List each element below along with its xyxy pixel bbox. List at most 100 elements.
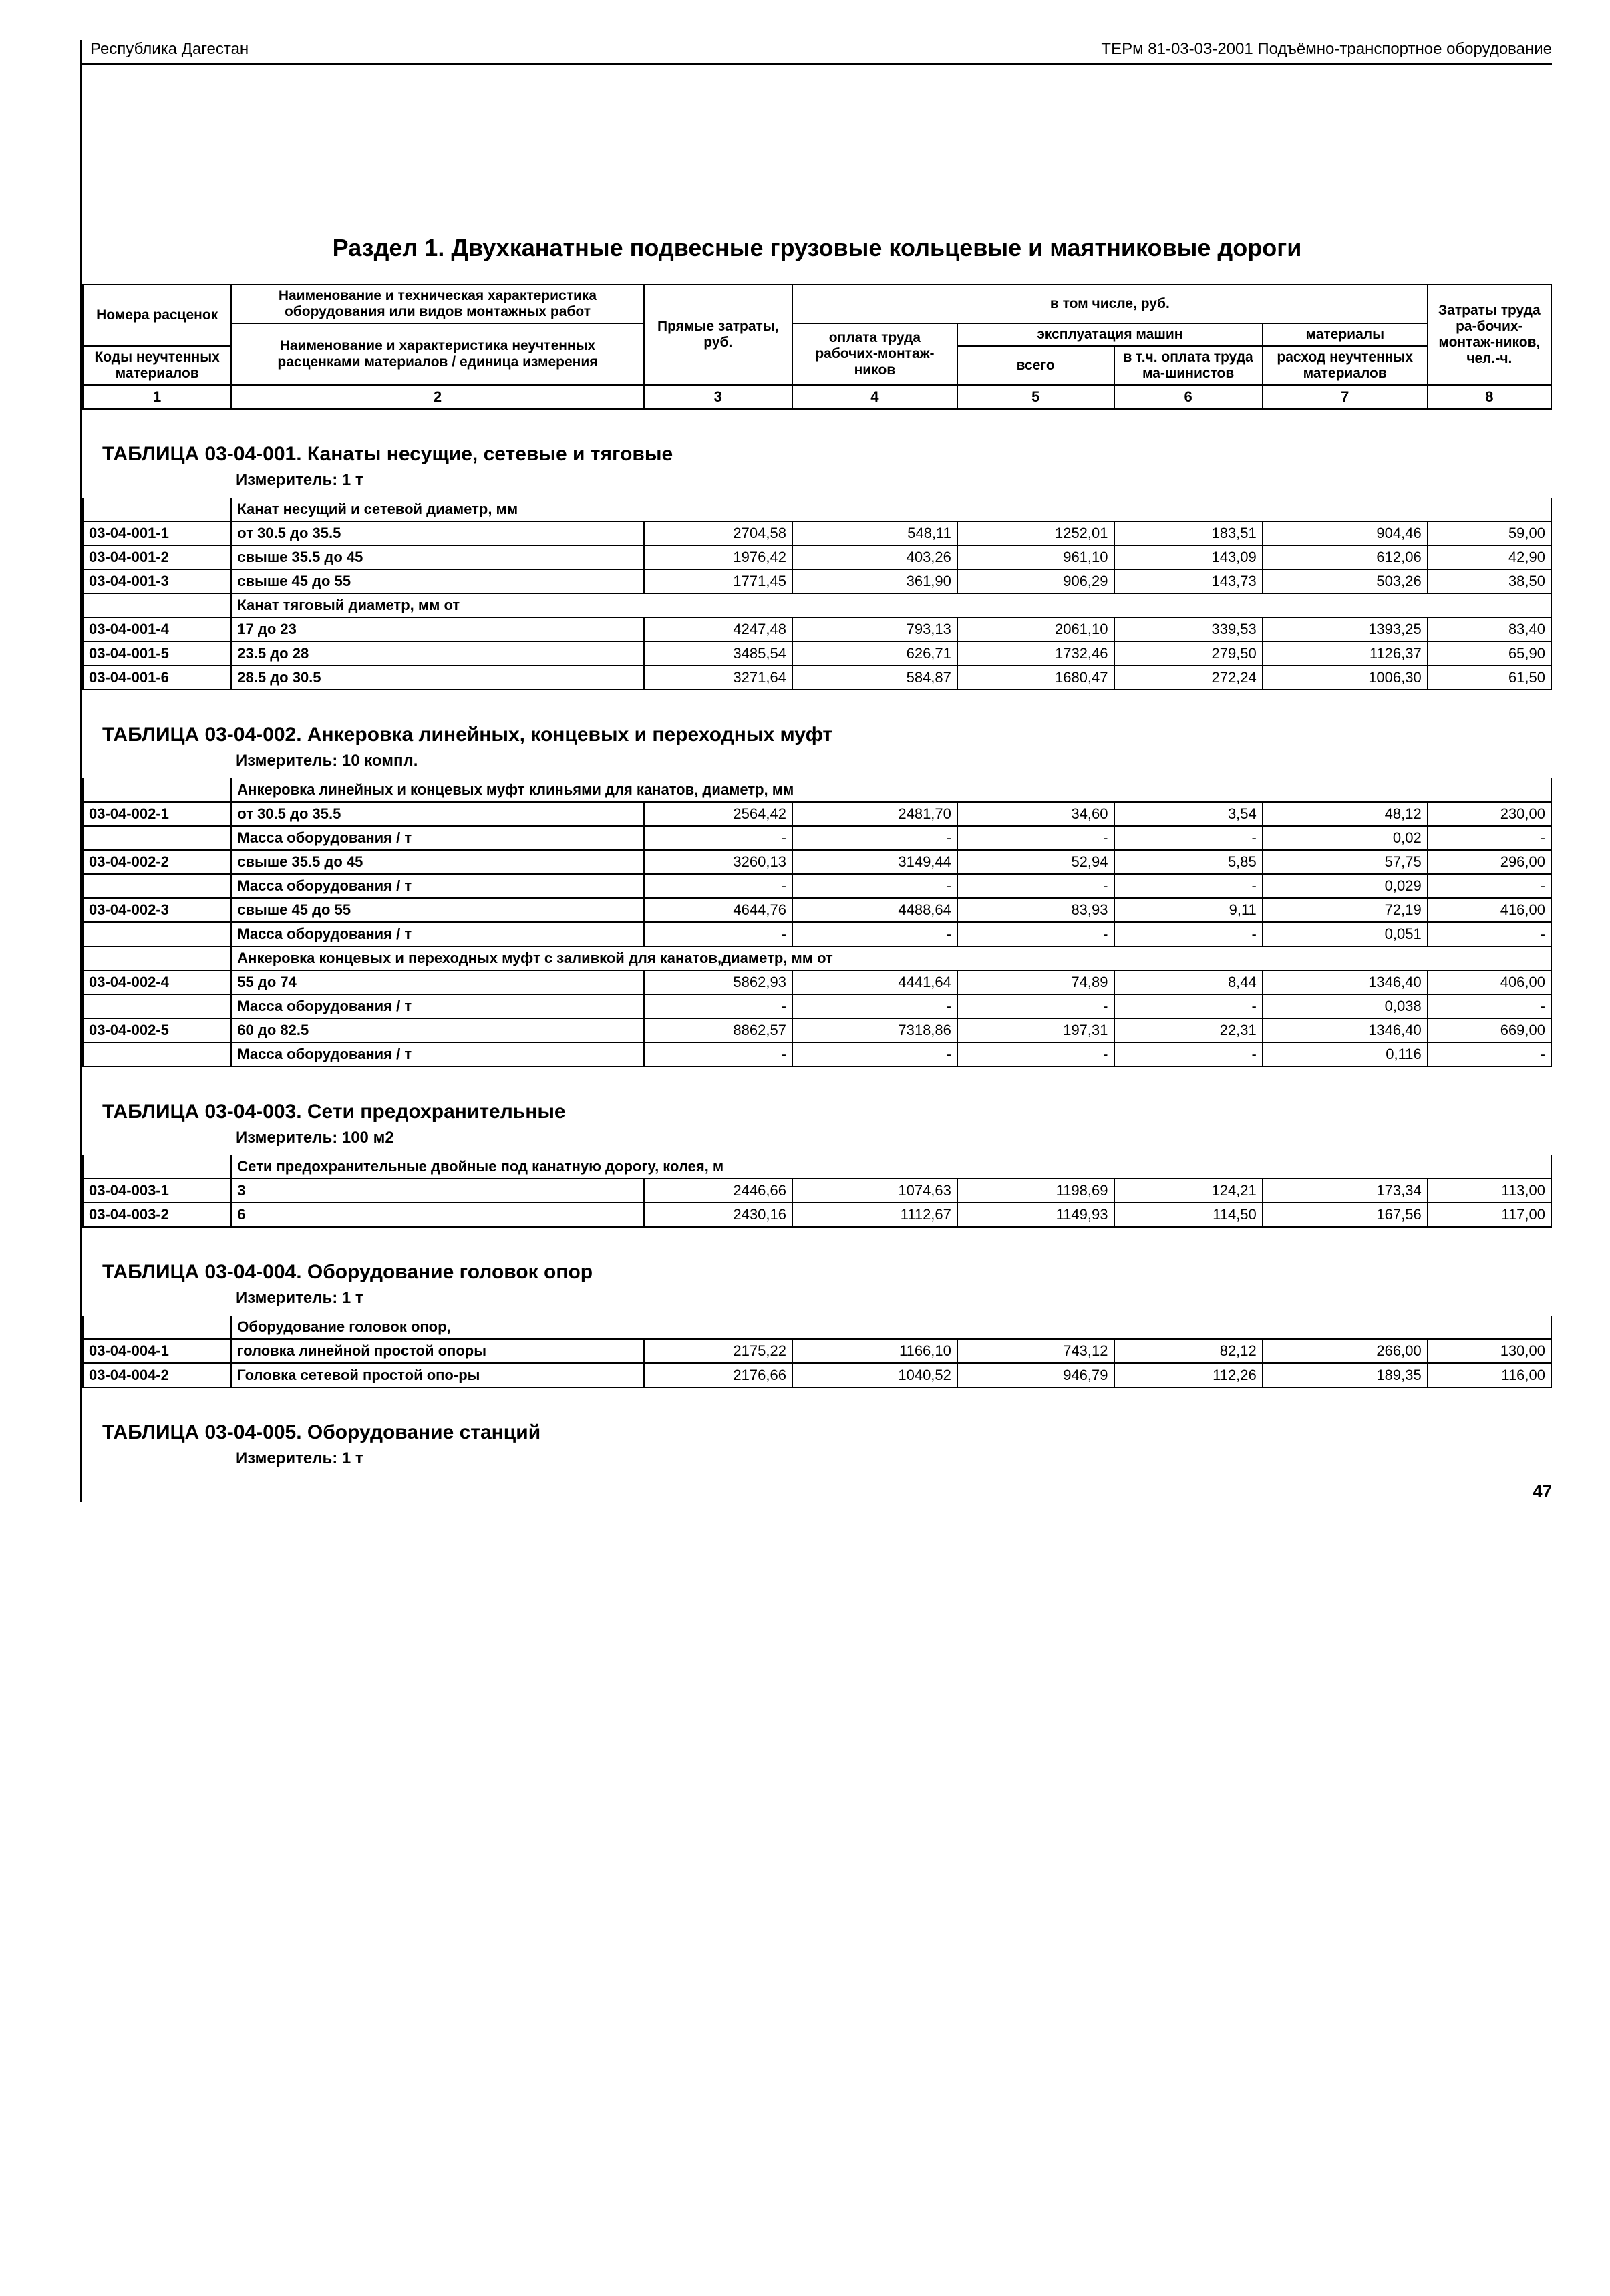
value-cell: - bbox=[1114, 874, 1263, 898]
table4-measure: Измеритель: 1 т bbox=[236, 1289, 1552, 1308]
table-row: 03-04-004-2Головка сетевой простой опо-р… bbox=[83, 1363, 1551, 1387]
table4: Оборудование головок опор, 03-04-004-1го… bbox=[82, 1316, 1552, 1388]
table-row: Масса оборудования / т----0,02- bbox=[83, 826, 1551, 850]
value-cell: - bbox=[1428, 1042, 1551, 1066]
value-cell: 3485,54 bbox=[644, 641, 792, 666]
t4-g1: Оборудование головок опор, bbox=[231, 1316, 1551, 1339]
value-cell: 74,89 bbox=[957, 970, 1114, 994]
value-cell: - bbox=[644, 922, 792, 946]
value-cell: 612,06 bbox=[1263, 545, 1428, 569]
value-cell: 793,13 bbox=[792, 617, 957, 641]
value-cell: 1680,47 bbox=[957, 666, 1114, 690]
value-cell: 1040,52 bbox=[792, 1363, 957, 1387]
value-cell: 112,26 bbox=[1114, 1363, 1263, 1387]
code-cell: 03-04-001-1 bbox=[83, 521, 231, 545]
value-cell: 3271,64 bbox=[644, 666, 792, 690]
value-cell: 904,46 bbox=[1263, 521, 1428, 545]
running-header: Республика Дагестан ТЕРм 81-03-03-2001 П… bbox=[82, 40, 1552, 65]
value-cell: 4644,76 bbox=[644, 898, 792, 922]
table-row: 03-04-004-1головка линейной простой опор… bbox=[83, 1339, 1551, 1363]
desc-cell: свыше 45 до 55 bbox=[231, 898, 643, 922]
code-cell bbox=[83, 994, 231, 1018]
value-cell: 1252,01 bbox=[957, 521, 1114, 545]
value-cell: 2061,10 bbox=[957, 617, 1114, 641]
table-row: 03-04-002-2свыше 35.5 до 453260,133149,4… bbox=[83, 850, 1551, 874]
value-cell: 946,79 bbox=[957, 1363, 1114, 1387]
value-cell: 197,31 bbox=[957, 1018, 1114, 1042]
desc-cell: от 30.5 до 35.5 bbox=[231, 802, 643, 826]
value-cell: - bbox=[792, 826, 957, 850]
value-cell: 173,34 bbox=[1263, 1179, 1428, 1203]
value-cell: - bbox=[792, 922, 957, 946]
value-cell: 0,116 bbox=[1263, 1042, 1428, 1066]
value-cell: 2176,66 bbox=[644, 1363, 792, 1387]
value-cell: 59,00 bbox=[1428, 521, 1551, 545]
value-cell: 4247,48 bbox=[644, 617, 792, 641]
value-cell: - bbox=[792, 1042, 957, 1066]
value-cell: 167,56 bbox=[1263, 1203, 1428, 1227]
table-row: Масса оборудования / т----0,051- bbox=[83, 922, 1551, 946]
desc-cell: Масса оборудования / т bbox=[231, 922, 643, 946]
table3-title: ТАБЛИЦА 03-04-003. Сети предохранительны… bbox=[102, 1101, 1552, 1123]
desc-cell: 17 до 23 bbox=[231, 617, 643, 641]
value-cell: 4488,64 bbox=[792, 898, 957, 922]
code-cell: 03-04-004-2 bbox=[83, 1363, 231, 1387]
table5-title: ТАБЛИЦА 03-04-005. Оборудование станций bbox=[102, 1421, 1552, 1444]
hdr-col6: в т.ч. оплата труда ма-шинистов bbox=[1114, 346, 1263, 385]
table3-measure: Измеритель: 100 м2 bbox=[236, 1129, 1552, 1147]
value-cell: 266,00 bbox=[1263, 1339, 1428, 1363]
value-cell: 42,90 bbox=[1428, 545, 1551, 569]
value-cell: - bbox=[1114, 826, 1263, 850]
code-cell: 03-04-001-5 bbox=[83, 641, 231, 666]
value-cell: 65,90 bbox=[1428, 641, 1551, 666]
code-cell bbox=[83, 1042, 231, 1066]
value-cell: 5,85 bbox=[1114, 850, 1263, 874]
t3-g1: Сети предохранительные двойные под канат… bbox=[231, 1155, 1551, 1179]
value-cell: 34,60 bbox=[957, 802, 1114, 826]
value-cell: 961,10 bbox=[957, 545, 1114, 569]
value-cell: 1346,40 bbox=[1263, 1018, 1428, 1042]
table-row: 03-04-001-2свыше 35.5 до 451976,42403,26… bbox=[83, 545, 1551, 569]
value-cell: 361,90 bbox=[792, 569, 957, 593]
table-row: 03-04-002-1от 30.5 до 35.52564,422481,70… bbox=[83, 802, 1551, 826]
hdr-col8: Затраты труда ра-бочих-монтаж-ников, чел… bbox=[1428, 285, 1551, 385]
value-cell: - bbox=[1428, 826, 1551, 850]
hdr-col7a: материалы bbox=[1263, 323, 1428, 346]
value-cell: 339,53 bbox=[1114, 617, 1263, 641]
table5-measure: Измеритель: 1 т bbox=[236, 1449, 1552, 1468]
t2-body1: 03-04-002-1от 30.5 до 35.52564,422481,70… bbox=[83, 802, 1551, 946]
value-cell: 584,87 bbox=[792, 666, 957, 690]
t1-g1: Канат несущий и сетевой диаметр, мм bbox=[231, 498, 1551, 521]
value-cell: 1393,25 bbox=[1263, 617, 1428, 641]
table-row: 03-04-002-560 до 82.58862,577318,86197,3… bbox=[83, 1018, 1551, 1042]
t2-body2: 03-04-002-455 до 745862,934441,6474,898,… bbox=[83, 970, 1551, 1066]
value-cell: 113,00 bbox=[1428, 1179, 1551, 1203]
table1: Канат несущий и сетевой диаметр, мм 03-0… bbox=[82, 498, 1552, 690]
value-cell: - bbox=[792, 874, 957, 898]
code-cell: 03-04-003-1 bbox=[83, 1179, 231, 1203]
value-cell: 143,73 bbox=[1114, 569, 1263, 593]
code-cell: 03-04-001-2 bbox=[83, 545, 231, 569]
code-cell: 03-04-002-2 bbox=[83, 850, 231, 874]
t1-body2: 03-04-001-417 до 234247,48793,132061,103… bbox=[83, 617, 1551, 690]
hdr-col7b: расход неучтенных материалов bbox=[1263, 346, 1428, 385]
value-cell: 403,26 bbox=[792, 545, 957, 569]
code-cell: 03-04-002-4 bbox=[83, 970, 231, 994]
desc-cell: свыше 35.5 до 45 bbox=[231, 545, 643, 569]
value-cell: 52,94 bbox=[957, 850, 1114, 874]
code-cell: 03-04-002-1 bbox=[83, 802, 231, 826]
code-cell: 03-04-001-3 bbox=[83, 569, 231, 593]
table-row: 03-04-001-628.5 до 30.53271,64584,871680… bbox=[83, 666, 1551, 690]
value-cell: 0,051 bbox=[1263, 922, 1428, 946]
value-cell: 3149,44 bbox=[792, 850, 957, 874]
value-cell: 906,29 bbox=[957, 569, 1114, 593]
value-cell: 0,02 bbox=[1263, 826, 1428, 850]
hdr-col5span: эксплуатация машин bbox=[957, 323, 1263, 346]
table-row: 03-04-003-262430,161112,671149,93114,501… bbox=[83, 1203, 1551, 1227]
value-cell: 1006,30 bbox=[1263, 666, 1428, 690]
page-number: 47 bbox=[82, 1481, 1552, 1502]
t4-body: 03-04-004-1головка линейной простой опор… bbox=[83, 1339, 1551, 1387]
desc-cell: Масса оборудования / т bbox=[231, 1042, 643, 1066]
value-cell: 189,35 bbox=[1263, 1363, 1428, 1387]
code-cell: 03-04-001-4 bbox=[83, 617, 231, 641]
